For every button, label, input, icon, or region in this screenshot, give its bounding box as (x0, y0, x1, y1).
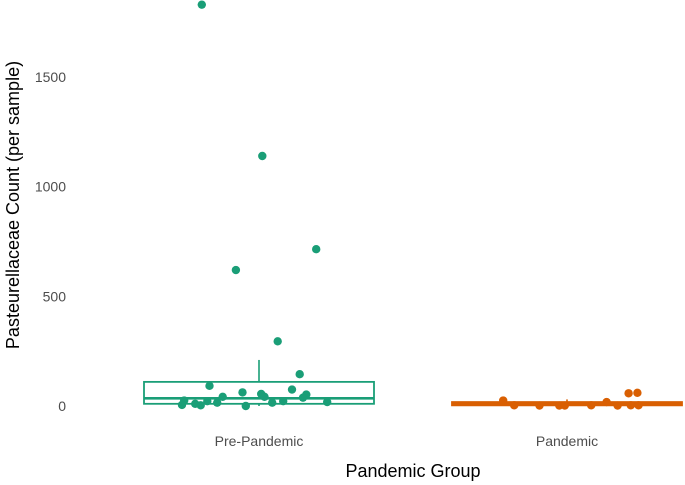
data-point (613, 401, 622, 410)
data-point (634, 401, 643, 410)
data-point (258, 151, 267, 161)
data-point (587, 401, 596, 410)
data-point (205, 381, 214, 391)
data-point (624, 389, 633, 398)
data-point (298, 393, 308, 402)
data-point (510, 401, 519, 410)
data-point (260, 392, 269, 401)
data-point (273, 337, 282, 346)
data-point (213, 398, 222, 407)
y-axis-ticks: 0 500 1000 1500 (35, 69, 66, 414)
x-tick-label: Pre-Pandemic (215, 433, 304, 449)
data-point (295, 370, 304, 379)
data-point (241, 401, 250, 411)
y-tick-label: 500 (43, 288, 67, 304)
data-point (323, 397, 332, 407)
y-tick-label: 1500 (35, 69, 66, 85)
data-point (602, 397, 611, 407)
point-layer (177, 0, 643, 411)
x-axis-ticks: Pre-Pandemic Pandemic (215, 433, 598, 449)
data-point (626, 401, 635, 410)
x-tick-label: Pandemic (536, 433, 598, 449)
data-point (238, 388, 247, 397)
y-tick-label: 0 (58, 398, 66, 414)
data-point (268, 398, 277, 407)
data-point (197, 0, 206, 9)
x-axis-title: Pandemic Group (345, 461, 480, 481)
data-point (287, 385, 297, 394)
data-point (535, 401, 544, 410)
data-point (279, 396, 288, 406)
data-point (312, 245, 321, 254)
data-point (196, 401, 205, 410)
data-point (203, 396, 212, 406)
data-point (231, 265, 241, 275)
box-iqr (143, 380, 375, 405)
data-point (560, 401, 569, 410)
data-point (499, 396, 508, 405)
y-tick-label: 1000 (35, 179, 66, 195)
data-point (218, 392, 227, 401)
y-axis-title: Pasteurellaceae Count (per sample) (3, 61, 23, 349)
data-point (633, 388, 642, 398)
data-point (177, 400, 187, 410)
